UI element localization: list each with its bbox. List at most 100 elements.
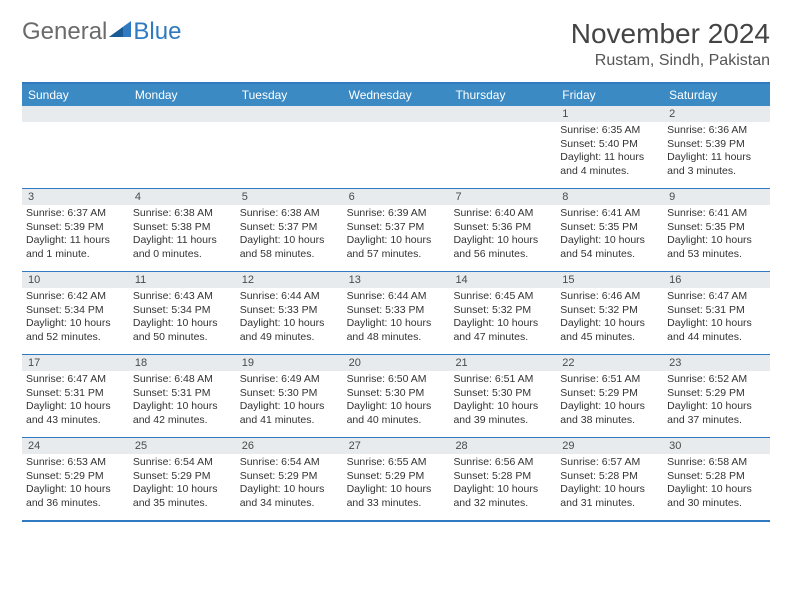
day-number: 29 (556, 438, 663, 454)
sunset-line: Sunset: 5:31 PM (26, 387, 125, 401)
dow-cell: Saturday (663, 84, 770, 106)
daylight-line: Daylight: 10 hours and 34 minutes. (240, 483, 339, 510)
day-number (129, 106, 236, 122)
sunset-line: Sunset: 5:31 PM (133, 387, 232, 401)
day-cell: 11Sunrise: 6:43 AMSunset: 5:34 PMDayligh… (129, 272, 236, 354)
day-body: Sunrise: 6:52 AMSunset: 5:29 PMDaylight:… (663, 371, 770, 430)
day-body: Sunrise: 6:57 AMSunset: 5:28 PMDaylight:… (556, 454, 663, 513)
calendar-grid: SundayMondayTuesdayWednesdayThursdayFrid… (22, 82, 770, 522)
day-body: Sunrise: 6:54 AMSunset: 5:29 PMDaylight:… (129, 454, 236, 513)
day-cell: 4Sunrise: 6:38 AMSunset: 5:38 PMDaylight… (129, 189, 236, 271)
daylight-line: Daylight: 10 hours and 32 minutes. (453, 483, 552, 510)
day-number: 15 (556, 272, 663, 288)
sunrise-line: Sunrise: 6:38 AM (133, 207, 232, 221)
day-number: 1 (556, 106, 663, 122)
daylight-line: Daylight: 10 hours and 39 minutes. (453, 400, 552, 427)
day-number: 10 (22, 272, 129, 288)
day-body (22, 122, 129, 126)
day-cell: 9Sunrise: 6:41 AMSunset: 5:35 PMDaylight… (663, 189, 770, 271)
sunset-line: Sunset: 5:29 PM (26, 470, 125, 484)
day-body: Sunrise: 6:42 AMSunset: 5:34 PMDaylight:… (22, 288, 129, 347)
daylight-line: Daylight: 10 hours and 38 minutes. (560, 400, 659, 427)
dow-cell: Tuesday (236, 84, 343, 106)
sunrise-line: Sunrise: 6:44 AM (347, 290, 446, 304)
day-body: Sunrise: 6:38 AMSunset: 5:38 PMDaylight:… (129, 205, 236, 264)
daylight-line: Daylight: 10 hours and 53 minutes. (667, 234, 766, 261)
sunrise-line: Sunrise: 6:44 AM (240, 290, 339, 304)
dow-cell: Sunday (22, 84, 129, 106)
day-cell: 26Sunrise: 6:54 AMSunset: 5:29 PMDayligh… (236, 438, 343, 520)
day-body: Sunrise: 6:41 AMSunset: 5:35 PMDaylight:… (663, 205, 770, 264)
sunrise-line: Sunrise: 6:41 AM (667, 207, 766, 221)
day-cell: 12Sunrise: 6:44 AMSunset: 5:33 PMDayligh… (236, 272, 343, 354)
sunset-line: Sunset: 5:31 PM (667, 304, 766, 318)
day-cell: 22Sunrise: 6:51 AMSunset: 5:29 PMDayligh… (556, 355, 663, 437)
sunset-line: Sunset: 5:28 PM (667, 470, 766, 484)
day-number: 17 (22, 355, 129, 371)
day-body: Sunrise: 6:48 AMSunset: 5:31 PMDaylight:… (129, 371, 236, 430)
sunset-line: Sunset: 5:29 PM (133, 470, 232, 484)
day-body: Sunrise: 6:44 AMSunset: 5:33 PMDaylight:… (236, 288, 343, 347)
daylight-line: Daylight: 10 hours and 40 minutes. (347, 400, 446, 427)
day-number: 14 (449, 272, 556, 288)
sunrise-line: Sunrise: 6:53 AM (26, 456, 125, 470)
day-number: 30 (663, 438, 770, 454)
daylight-line: Daylight: 10 hours and 50 minutes. (133, 317, 232, 344)
day-number: 20 (343, 355, 450, 371)
daylight-line: Daylight: 10 hours and 42 minutes. (133, 400, 232, 427)
sunset-line: Sunset: 5:37 PM (240, 221, 339, 235)
sunrise-line: Sunrise: 6:47 AM (667, 290, 766, 304)
day-cell: 27Sunrise: 6:55 AMSunset: 5:29 PMDayligh… (343, 438, 450, 520)
sunset-line: Sunset: 5:34 PM (26, 304, 125, 318)
day-number: 21 (449, 355, 556, 371)
dow-cell: Monday (129, 84, 236, 106)
day-number: 22 (556, 355, 663, 371)
sunrise-line: Sunrise: 6:38 AM (240, 207, 339, 221)
day-cell: 21 Sunrise: 6:51 AMSunset: 5:30 PMDayligh… (449, 355, 556, 437)
day-body: Sunrise: 6:53 AMSunset: 5:29 PMDaylight:… (22, 454, 129, 513)
day-cell (236, 106, 343, 188)
daylight-line: Daylight: 10 hours and 43 minutes. (26, 400, 125, 427)
sunrise-line: Sunrise: 6:40 AM (453, 207, 552, 221)
day-body: Sunrise: 6:44 AMSunset: 5:33 PMDaylight:… (343, 288, 450, 347)
day-body: Sunrise: 6:47 AMSunset: 5:31 PMDaylight:… (22, 371, 129, 430)
sunset-line: Sunset: 5:39 PM (667, 138, 766, 152)
sunrise-line: Sunrise: 6:51 AM (453, 373, 552, 387)
day-body: Sunrise: 6:56 AMSunset: 5:28 PMDaylight:… (449, 454, 556, 513)
day-number: 13 (343, 272, 450, 288)
day-cell (22, 106, 129, 188)
sunrise-line: Sunrise: 6:36 AM (667, 124, 766, 138)
sunrise-line: Sunrise: 6:46 AM (560, 290, 659, 304)
sunrise-line: Sunrise: 6:35 AM (560, 124, 659, 138)
daylight-line: Daylight: 11 hours and 0 minutes. (133, 234, 232, 261)
day-body: Sunrise: 6:51 AMSunset: 5:29 PMDaylight:… (556, 371, 663, 430)
sunrise-line: Sunrise: 6:42 AM (26, 290, 125, 304)
sunrise-line: Sunrise: 6:55 AM (347, 456, 446, 470)
header: General Blue November 2024 Rustam, Sindh… (22, 18, 770, 70)
triangle-icon (109, 18, 131, 46)
day-number: 24 (22, 438, 129, 454)
sunrise-line: Sunrise: 6:56 AM (453, 456, 552, 470)
sunset-line: Sunset: 5:29 PM (347, 470, 446, 484)
sunset-line: Sunset: 5:30 PM (240, 387, 339, 401)
daylight-line: Daylight: 10 hours and 30 minutes. (667, 483, 766, 510)
day-cell (343, 106, 450, 188)
day-cell: 10Sunrise: 6:42 AMSunset: 5:34 PMDayligh… (22, 272, 129, 354)
day-cell: 1Sunrise: 6:35 AMSunset: 5:40 PMDaylight… (556, 106, 663, 188)
sunset-line: Sunset: 5:35 PM (560, 221, 659, 235)
day-body (343, 122, 450, 126)
day-number: 3 (22, 189, 129, 205)
sunrise-line: Sunrise: 6:43 AM (133, 290, 232, 304)
day-cell: 14Sunrise: 6:45 AMSunset: 5:32 PMDayligh… (449, 272, 556, 354)
day-cell (129, 106, 236, 188)
week-row: 1Sunrise: 6:35 AMSunset: 5:40 PMDaylight… (22, 106, 770, 188)
sunrise-line: Sunrise: 6:54 AM (133, 456, 232, 470)
day-number: 8 (556, 189, 663, 205)
day-number: 26 (236, 438, 343, 454)
day-body: Sunrise: 6:50 AMSunset: 5:30 PMDaylight:… (343, 371, 450, 430)
sunset-line: Sunset: 5:30 PM (453, 387, 552, 401)
daylight-line: Daylight: 10 hours and 35 minutes. (133, 483, 232, 510)
day-number (236, 106, 343, 122)
dow-cell: Thursday (449, 84, 556, 106)
sunrise-line: Sunrise: 6:41 AM (560, 207, 659, 221)
